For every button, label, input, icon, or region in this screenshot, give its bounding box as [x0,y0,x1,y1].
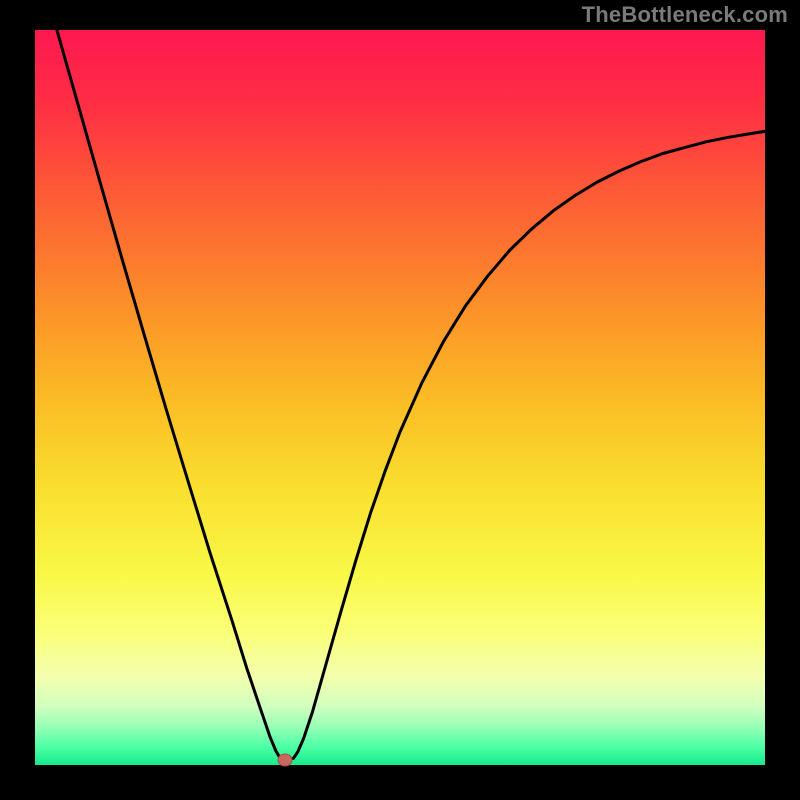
minimum-marker [278,754,292,766]
chart-container: TheBottleneck.com [0,0,800,800]
plot-background [35,30,765,765]
bottleneck-chart [0,0,800,800]
watermark-text: TheBottleneck.com [582,2,788,28]
